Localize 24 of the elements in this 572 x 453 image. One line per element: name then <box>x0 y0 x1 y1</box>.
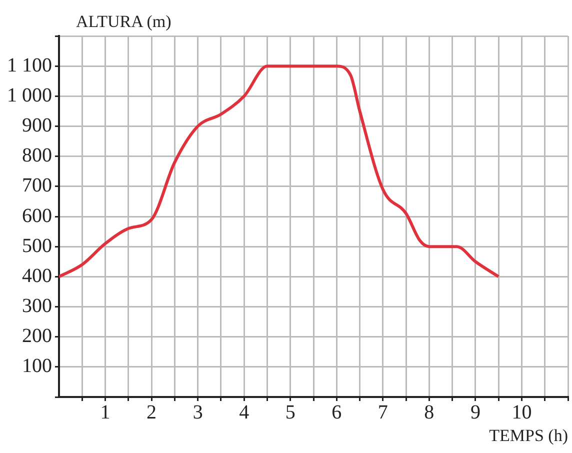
x-tick-label: 3 <box>192 401 203 424</box>
x-tick-label: 2 <box>146 401 157 424</box>
x-tick-label: 8 <box>424 401 434 424</box>
y-tick-label: 600 <box>22 204 52 227</box>
y-tick-label: 500 <box>22 234 52 257</box>
x-tick-label: 7 <box>378 401 388 424</box>
y-tick-label: 1 100 <box>7 54 52 76</box>
line-series <box>59 64 500 278</box>
y-tick-label: 300 <box>22 295 52 317</box>
y-tick-label: 100 <box>22 355 52 378</box>
x-tick-label: 5 <box>285 401 296 424</box>
x-tick-label: 1 <box>100 401 110 424</box>
x-tick-label: 10 <box>512 401 532 424</box>
y-tick-label: 900 <box>22 114 52 136</box>
y-tick-label: 400 <box>22 264 52 287</box>
x-tick-label: 9 <box>470 401 480 424</box>
x-tick-label: 4 <box>239 401 250 424</box>
y-tick-label: 1 000 <box>7 84 52 106</box>
y-tick-label: 800 <box>22 144 52 167</box>
y-tick-label: 700 <box>22 174 52 197</box>
x-axis-title: TEMPS (h) <box>489 426 568 446</box>
y-axis-title: ALTURA (m) <box>76 12 172 32</box>
y-tick-label: 200 <box>22 325 52 348</box>
x-tick-label: 6 <box>332 401 342 424</box>
